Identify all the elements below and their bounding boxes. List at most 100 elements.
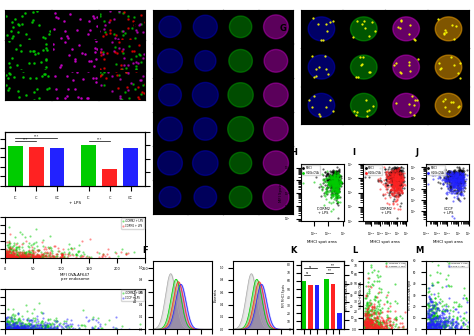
Point: [332, 171, 339, 176]
iCORM2 + LPS: [6, 252, 13, 257]
iCORM2 + LPS: [29, 325, 37, 330]
CORM2 + LPS: [366, 326, 374, 331]
iCORM2 + LPS: [15, 324, 22, 329]
Point: [332, 173, 339, 178]
Point: [396, 170, 403, 176]
Polygon shape: [264, 15, 288, 39]
Point: [392, 179, 399, 185]
iCORM2 + LPS: [367, 262, 374, 267]
Point: [330, 177, 337, 182]
CORM2 + LPS: [363, 307, 371, 312]
CCCP + LPS: [439, 306, 447, 311]
iCORM2 + LPS: [465, 324, 473, 330]
Point: [451, 174, 459, 180]
CCCP + LPS: [4, 321, 11, 327]
Point: [390, 170, 397, 176]
iCORM2 + LPS: [425, 325, 432, 331]
Point: [452, 171, 459, 177]
CCCP + LPS: [436, 321, 444, 326]
Point: [459, 183, 467, 188]
Point: [460, 179, 468, 184]
iCORM2 + LPS: [432, 309, 440, 314]
CCCP + LPS: [41, 324, 49, 329]
iCORM2 + LPS: [5, 323, 12, 329]
CORM2 + LPS: [399, 323, 407, 329]
CCCP + LPS: [457, 325, 465, 330]
Point: [390, 177, 397, 182]
iCORM2 + LPS: [463, 323, 471, 328]
CCCP + LPS: [424, 327, 431, 332]
CORM2 + LPS: [370, 314, 378, 320]
Point: [391, 173, 399, 178]
CCCP + LPS: [16, 325, 23, 330]
Point: [334, 168, 341, 174]
Text: K: K: [290, 246, 296, 255]
CORM2 + LPS: [372, 318, 380, 324]
iCORM2 + LPS: [383, 299, 391, 304]
Point: [392, 175, 400, 180]
Point: [441, 171, 448, 176]
CCCP + LPS: [457, 325, 465, 330]
CORM2 + LPS: [51, 243, 59, 248]
Point: [121, 89, 128, 95]
Point: [450, 194, 458, 200]
CORM2 + LPS: [35, 248, 42, 254]
Point: [454, 176, 461, 181]
Point: [443, 174, 451, 179]
iCORM2 + LPS: [24, 326, 32, 332]
Polygon shape: [228, 117, 254, 141]
CORM2 + LPS: [387, 323, 395, 329]
Point: [396, 175, 403, 181]
Point: [455, 182, 463, 188]
Polygon shape: [192, 151, 218, 175]
iCORM2 + LPS: [38, 323, 46, 328]
Point: [374, 176, 382, 181]
Point: [333, 180, 340, 186]
iCORM2 + LPS: [9, 319, 17, 324]
CORM2 + LPS: [383, 321, 390, 326]
iCORM2 + LPS: [460, 292, 467, 297]
Point: [449, 176, 457, 181]
Point: [385, 192, 393, 198]
iCORM2 + LPS: [362, 320, 369, 326]
CCCP + LPS: [423, 314, 431, 320]
Point: [25, 36, 33, 41]
Point: [391, 182, 398, 187]
Point: [316, 182, 323, 187]
Point: [454, 168, 462, 173]
iCORM2 + LPS: [18, 322, 26, 328]
Point: [458, 175, 466, 181]
Point: [396, 173, 403, 178]
iCORM2 + LPS: [63, 255, 71, 260]
Point: [329, 180, 337, 185]
Point: [458, 179, 465, 185]
iCORM2 + LPS: [12, 254, 20, 259]
Point: [332, 186, 339, 192]
CCCP + LPS: [425, 326, 433, 332]
Point: [395, 166, 403, 171]
CCCP + LPS: [428, 322, 436, 327]
iCORM2 + LPS: [113, 327, 120, 332]
Point: [456, 174, 464, 179]
CORM2 + LPS: [2, 254, 9, 259]
Point: [21, 10, 28, 15]
Point: [393, 186, 401, 191]
Point: [329, 18, 337, 24]
CCCP + LPS: [424, 326, 432, 332]
Point: [447, 182, 455, 188]
iCORM2 + LPS: [17, 249, 24, 254]
CORM2 + LPS: [6, 231, 13, 237]
CCCP + LPS: [58, 325, 66, 330]
Point: [455, 175, 462, 180]
Point: [390, 180, 398, 185]
CORM2 + LPS: [404, 324, 411, 329]
CORM2 + LPS: [37, 252, 45, 257]
Point: [328, 175, 336, 181]
iCORM2 + LPS: [8, 247, 15, 252]
Point: [393, 173, 401, 178]
Point: [459, 172, 466, 178]
CCCP + LPS: [428, 311, 436, 317]
Point: [458, 177, 466, 183]
Point: [453, 173, 461, 178]
CORM2 + LPS: [46, 251, 54, 256]
